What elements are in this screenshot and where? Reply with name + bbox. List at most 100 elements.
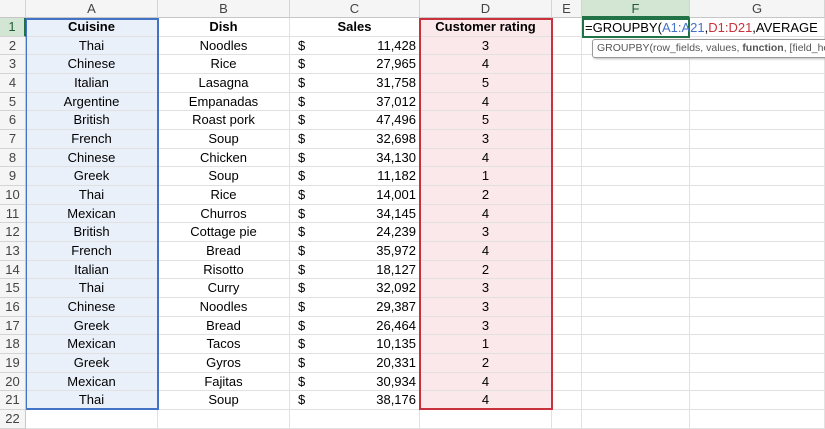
- cell-f13[interactable]: [582, 242, 690, 261]
- cell-d17[interactable]: 3: [420, 316, 552, 336]
- cell-a15[interactable]: Thai: [26, 279, 158, 299]
- cell-b18[interactable]: Tacos: [158, 335, 290, 355]
- cell-f8[interactable]: [582, 148, 690, 168]
- cell-f9[interactable]: [582, 167, 690, 187]
- column-header-a[interactable]: A: [26, 0, 158, 18]
- cell-e14[interactable]: [552, 260, 582, 280]
- cell-c10[interactable]: $14,001: [290, 186, 420, 205]
- cell-e11[interactable]: [552, 204, 582, 224]
- cell-b2[interactable]: Noodles: [158, 36, 290, 56]
- cell-d6[interactable]: 5: [420, 111, 552, 130]
- cell-d16[interactable]: 3: [420, 298, 552, 317]
- cell-b6[interactable]: Roast pork: [158, 111, 290, 130]
- cell-f21[interactable]: [582, 391, 690, 411]
- cell-c8[interactable]: $34,130: [290, 148, 420, 168]
- cell-d9[interactable]: 1: [420, 167, 552, 187]
- cell-a11[interactable]: Mexican: [26, 204, 158, 224]
- cell-c7[interactable]: $32,698: [290, 130, 420, 149]
- cell-b14[interactable]: Risotto: [158, 260, 290, 280]
- cell-g7[interactable]: [690, 130, 825, 149]
- cell-d19[interactable]: 2: [420, 354, 552, 373]
- cell-b16[interactable]: Noodles: [158, 298, 290, 317]
- cell-g11[interactable]: [690, 204, 825, 224]
- cell-f6[interactable]: [582, 111, 690, 130]
- cell-b17[interactable]: Bread: [158, 316, 290, 336]
- cell-a13[interactable]: French: [26, 242, 158, 261]
- cell-a5[interactable]: Argentine: [26, 92, 158, 112]
- cell-f5[interactable]: [582, 92, 690, 112]
- cell-e21[interactable]: [552, 391, 582, 411]
- cell-g13[interactable]: [690, 242, 825, 261]
- cell-g3[interactable]: [690, 55, 825, 74]
- cell-c20[interactable]: $30,934: [290, 372, 420, 392]
- cell-f4[interactable]: [582, 74, 690, 93]
- cell-e7[interactable]: [552, 130, 582, 149]
- cell-g15[interactable]: [690, 279, 825, 299]
- row-header-10[interactable]: 10: [0, 186, 26, 205]
- cell-b10[interactable]: Rice: [158, 186, 290, 205]
- cell-b13[interactable]: Bread: [158, 242, 290, 261]
- cell-f22[interactable]: [582, 410, 690, 429]
- cell-b1[interactable]: Dish: [158, 18, 290, 37]
- cell-a6[interactable]: British: [26, 111, 158, 130]
- cell-d13[interactable]: 4: [420, 242, 552, 261]
- cell-e6[interactable]: [552, 111, 582, 130]
- cell-d2[interactable]: 3: [420, 36, 552, 56]
- cell-b4[interactable]: Lasagna: [158, 74, 290, 93]
- cell-c17[interactable]: $26,464: [290, 316, 420, 336]
- cell-b7[interactable]: Soup: [158, 130, 290, 149]
- cell-c12[interactable]: $24,239: [290, 223, 420, 243]
- cell-e13[interactable]: [552, 242, 582, 261]
- cell-d12[interactable]: 3: [420, 223, 552, 243]
- cell-e19[interactable]: [552, 354, 582, 373]
- cell-g8[interactable]: [690, 148, 825, 168]
- cell-d7[interactable]: 3: [420, 130, 552, 149]
- cell-c13[interactable]: $35,972: [290, 242, 420, 261]
- cell-a17[interactable]: Greek: [26, 316, 158, 336]
- row-header-5[interactable]: 5: [0, 92, 26, 112]
- column-header-d[interactable]: D: [420, 0, 552, 18]
- row-header-20[interactable]: 20: [0, 372, 26, 392]
- select-all-corner[interactable]: [0, 0, 26, 18]
- cell-a22[interactable]: [26, 410, 158, 429]
- cell-d14[interactable]: 2: [420, 260, 552, 280]
- cell-a16[interactable]: Chinese: [26, 298, 158, 317]
- row-header-4[interactable]: 4: [0, 74, 26, 93]
- cell-b19[interactable]: Gyros: [158, 354, 290, 373]
- cell-c16[interactable]: $29,387: [290, 298, 420, 317]
- cell-f7[interactable]: [582, 130, 690, 149]
- column-header-e[interactable]: E: [552, 0, 582, 18]
- cell-a10[interactable]: Thai: [26, 186, 158, 205]
- row-header-2[interactable]: 2: [0, 36, 26, 56]
- cell-g5[interactable]: [690, 92, 825, 112]
- column-header-f[interactable]: F: [582, 0, 690, 18]
- cell-g9[interactable]: [690, 167, 825, 187]
- cell-c1[interactable]: Sales: [290, 18, 420, 37]
- cell-b9[interactable]: Soup: [158, 167, 290, 187]
- row-header-17[interactable]: 17: [0, 316, 26, 336]
- cell-c4[interactable]: $31,758: [290, 74, 420, 93]
- cell-c15[interactable]: $32,092: [290, 279, 420, 299]
- cell-g10[interactable]: [690, 186, 825, 205]
- row-header-8[interactable]: 8: [0, 148, 26, 168]
- cell-g14[interactable]: [690, 260, 825, 280]
- cell-f12[interactable]: [582, 223, 690, 243]
- row-header-12[interactable]: 12: [0, 223, 26, 243]
- cell-f15[interactable]: [582, 279, 690, 299]
- cell-c6[interactable]: $47,496: [290, 111, 420, 130]
- cell-a21[interactable]: Thai: [26, 391, 158, 411]
- cell-c9[interactable]: $11,182: [290, 167, 420, 187]
- cell-d1[interactable]: Customer rating: [420, 18, 552, 37]
- cell-g20[interactable]: [690, 372, 825, 392]
- cell-e22[interactable]: [552, 410, 582, 429]
- cell-f19[interactable]: [582, 354, 690, 373]
- cell-d22[interactable]: [420, 410, 552, 429]
- cell-d8[interactable]: 4: [420, 148, 552, 168]
- cell-d4[interactable]: 5: [420, 74, 552, 93]
- cell-c3[interactable]: $27,965: [290, 55, 420, 74]
- cell-d20[interactable]: 4: [420, 372, 552, 392]
- cell-g18[interactable]: [690, 335, 825, 355]
- row-header-21[interactable]: 21: [0, 391, 26, 411]
- cell-c2[interactable]: $11,428: [290, 36, 420, 56]
- cell-e5[interactable]: [552, 92, 582, 112]
